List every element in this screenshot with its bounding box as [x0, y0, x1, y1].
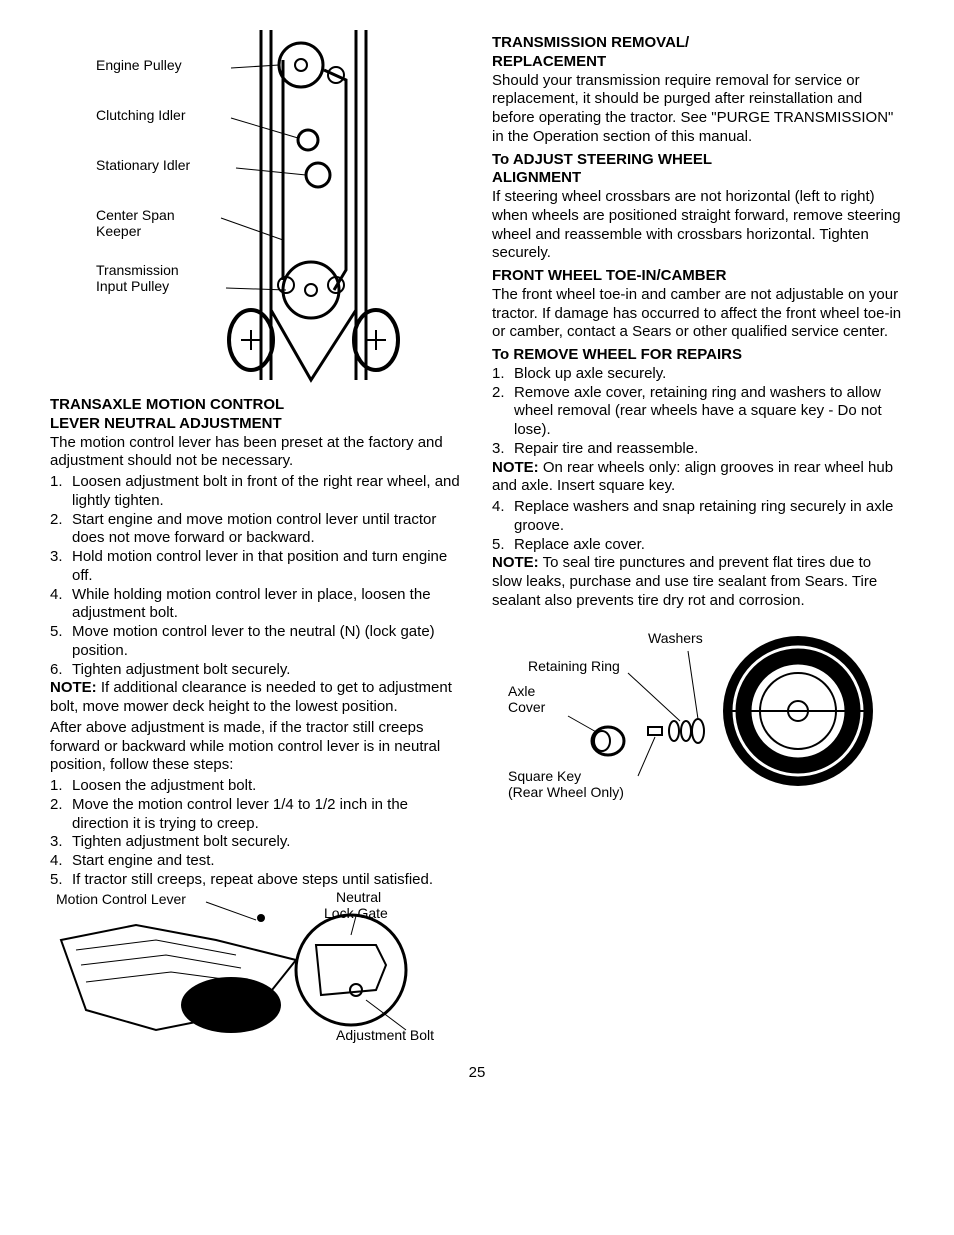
label-stationary-idler: Stationary Idler [96, 157, 190, 173]
page-content: Engine Pulley Clutching Idler Stationary… [50, 30, 904, 1056]
heading-transmission: TRANSMISSION REMOVAL/ REPLACEMENT [492, 34, 904, 72]
note-sealant: NOTE: To seal tire punctures and prevent… [492, 554, 904, 610]
list-adjustment-2: 1.Loosen the adjustment bolt. 2.Move the… [50, 777, 462, 890]
list-wheel-2: 4.Replace washers and snap retaining rin… [492, 498, 904, 554]
label-center-span-1: Center Span [96, 207, 175, 223]
label-sq-key-1: Square Key [508, 768, 581, 784]
list-wheel-1: 1.Block up axle securely. 2.Remove axle … [492, 365, 904, 459]
label-trans-1: Transmission [96, 262, 179, 278]
heading-transaxle: TRANSAXLE MOTION CONTROL LEVER NEUTRAL A… [50, 396, 462, 434]
para-preset: The motion control lever has been preset… [50, 434, 462, 472]
para-after-adj: After above adjustment is made, if the t… [50, 719, 462, 775]
note-1: NOTE: If additional clearance is needed … [50, 679, 462, 717]
left-column: Engine Pulley Clutching Idler Stationary… [50, 30, 462, 1056]
para-transmission: Should your transmission require removal… [492, 72, 904, 147]
label-center-span-2: Keeper [96, 223, 141, 239]
label-neutral-1: Neutral [336, 890, 381, 905]
label-retaining-ring: Retaining Ring [528, 658, 620, 674]
heading-toe-in: FRONT WHEEL TOE-IN/CAMBER [492, 267, 904, 286]
heading-remove-wheel: To REMOVE WHEEL FOR REPAIRS [492, 346, 904, 365]
heading-steering: To ADJUST STEERING WHEEL ALIGNMENT [492, 151, 904, 189]
motion-lever-svg: Motion Control Lever Neutral Lock Gate A… [56, 890, 456, 1050]
label-engine-pulley: Engine Pulley [96, 57, 182, 73]
list-adjustment-1: 1.Loosen adjustment bolt in front of the… [50, 473, 462, 679]
para-steering: If steering wheel crossbars are not hori… [492, 188, 904, 263]
label-clutching-idler: Clutching Idler [96, 107, 186, 123]
label-axle-2: Cover [508, 699, 546, 715]
note-rear-wheels: NOTE: On rear wheels only: align grooves… [492, 459, 904, 497]
wheel-diagram: Washers Retaining Ring Axle Cover Square… [492, 621, 904, 811]
right-column: TRANSMISSION REMOVAL/ REPLACEMENT Should… [492, 30, 904, 1056]
wheel-svg: Washers Retaining Ring Axle Cover Square… [498, 621, 898, 811]
motion-lever-diagram: Motion Control Lever Neutral Lock Gate A… [50, 890, 462, 1050]
page-number: 25 [50, 1064, 904, 1083]
belt-diagram: Engine Pulley Clutching Idler Stationary… [50, 30, 462, 390]
belt-diagram-svg: Engine Pulley Clutching Idler Stationary… [86, 30, 426, 390]
label-washers: Washers [648, 630, 703, 646]
label-axle-1: Axle [508, 683, 535, 699]
label-trans-2: Input Pulley [96, 278, 169, 294]
para-toe-in: The front wheel toe-in and camber are no… [492, 286, 904, 342]
label-motion-control: Motion Control Lever [56, 891, 186, 907]
label-sq-key-2: (Rear Wheel Only) [508, 784, 624, 800]
label-adj-bolt: Adjustment Bolt [336, 1027, 434, 1043]
